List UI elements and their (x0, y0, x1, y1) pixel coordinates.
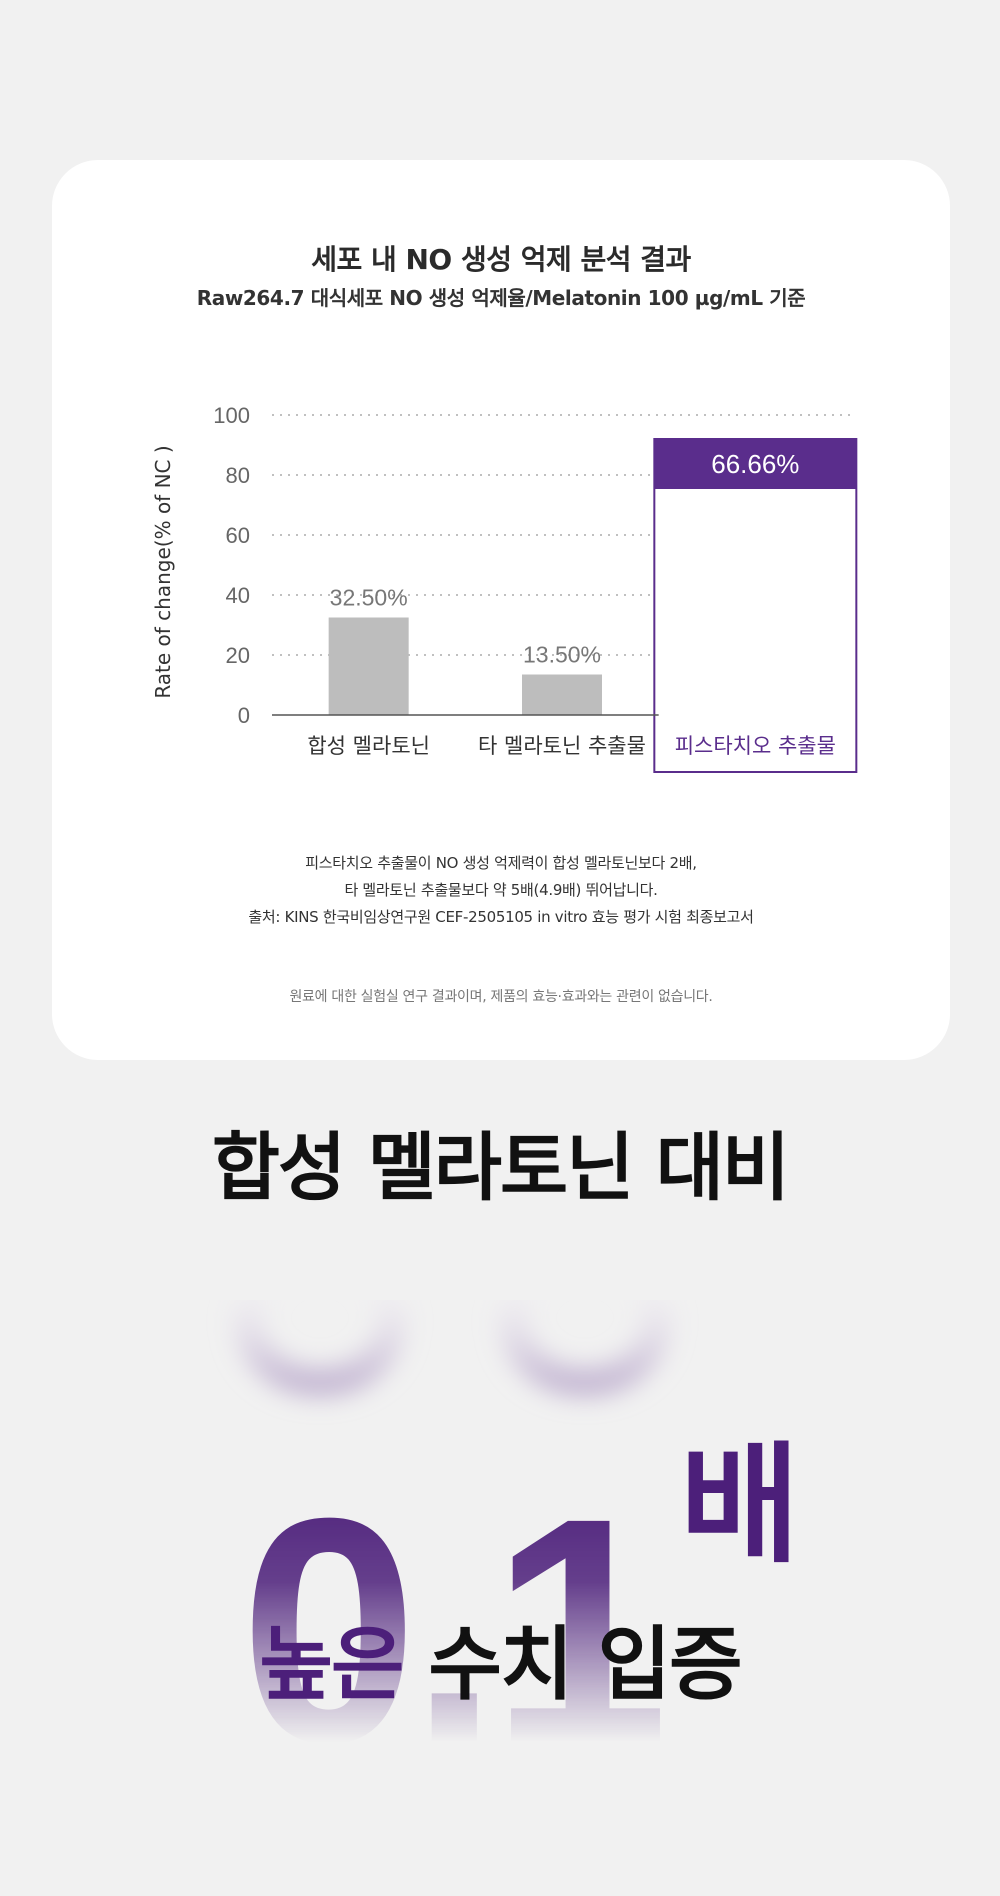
y-tick-label: 60 (226, 523, 250, 548)
blur-ring-left (233, 1300, 407, 1397)
chart-subtitle: Raw264.7 대식세포 NO 생성 억제율/Melatonin 100 µg… (196, 286, 806, 310)
chart-title: 세포 내 NO 생성 억제 분석 결과 (311, 243, 691, 276)
tagline-accent: 높은 (259, 1618, 404, 1711)
tagline-rest: 수치 입증 (428, 1618, 742, 1711)
highlight-box (653, 438, 858, 773)
bar-value-label: 32.50% (330, 585, 408, 611)
bar-value-label: 13.50% (523, 642, 601, 668)
y-tick-label: 0 (238, 703, 250, 728)
section-heading: 합성 멜라토닌 대비 (211, 1125, 790, 1211)
tagline: 높은 수치 입증 (0, 1625, 1000, 1705)
note-line-1: 피스타치오 추출물이 NO 생성 억제력이 합성 멜라토닌보다 2배, (305, 854, 697, 872)
blur-ring-right (498, 1300, 672, 1397)
y-axis-label: Rate of change(% of NC ) (151, 445, 175, 698)
x-category-label: 합성 멜라토닌 (307, 734, 430, 758)
disclaimer: 원료에 대한 실험실 연구 결과이며, 제품의 효능·효과와는 관련이 없습니다… (289, 989, 713, 1005)
y-tick-label: 80 (226, 463, 250, 488)
bar (522, 674, 602, 715)
y-tick-label: 40 (226, 583, 250, 608)
highlight-value-banner (654, 439, 857, 489)
bar-chart: 0 20 40 60 80 100 Rate of change(% of NC ) 32.5… (151, 403, 858, 773)
figure-unit: 배 (680, 1429, 800, 1581)
x-category-label: 피스타치오 추출물 (675, 734, 836, 758)
y-tick-label: 20 (226, 643, 250, 668)
bar (328, 617, 409, 715)
x-category-label: 타 멜라토닌 추출물 (478, 734, 646, 758)
y-tick-label: 100 (213, 403, 250, 428)
chart-card: 세포 내 NO 생성 억제 분석 결과 Raw264.7 대식세포 NO 생성 … (52, 160, 950, 1060)
blurred-decoration (233, 1300, 672, 1397)
note-source: 출처: KINS 한국비임상연구원 CEF-2505105 in vitro 효… (248, 908, 754, 926)
note-line-2: 타 멜라토닌 추출물보다 약 5배(4.9배) 뛰어납니다. (344, 881, 658, 899)
big-figure-number: 0.1 (240, 1451, 669, 1809)
result-note: 피스타치오 추출물이 NO 생성 억제력이 합성 멜라토닌보다 2배, 타 멜라… (52, 850, 950, 931)
bar-value-label: 66.66% (711, 449, 799, 479)
